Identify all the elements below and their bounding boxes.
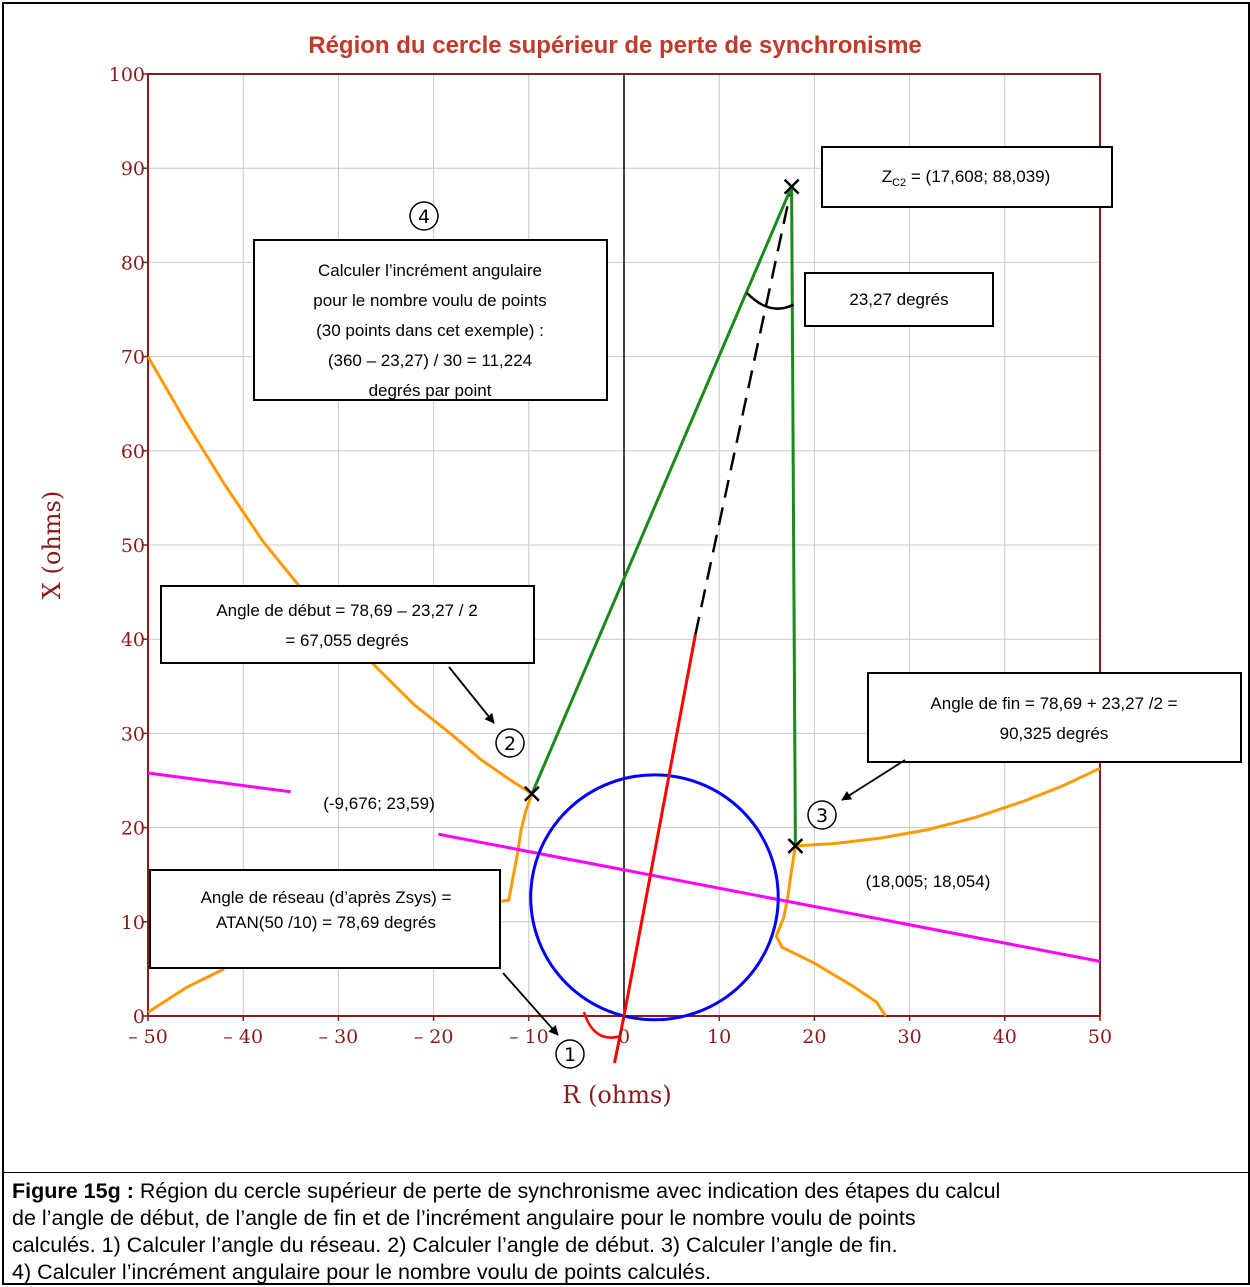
zc2-label-box — [821, 146, 1113, 208]
x-axis-label: R (ohms) — [562, 1081, 671, 1109]
step2-text: = 67,055 degrés — [285, 631, 408, 650]
magenta-line — [438, 832, 1101, 963]
step1-arrow — [502, 972, 559, 1036]
figure-frame — [2, 2, 1250, 1174]
green-line — [530, 186, 793, 795]
orange-boundary-curve — [146, 355, 533, 796]
step4-text: (360 – 23,27) / 30 = 11,224 — [328, 351, 532, 370]
circled-step-3-number: 3 — [816, 805, 828, 827]
x-tick-label: 50 — [1088, 1026, 1112, 1048]
y-tick-label: 60 — [121, 441, 145, 463]
step2-arrow — [448, 666, 495, 724]
y-tick-label: 0 — [133, 1006, 145, 1028]
zc2-angle-arc — [745, 291, 795, 310]
circled-step-4-number: 4 — [418, 206, 430, 228]
green-line — [790, 186, 797, 846]
step4-text: (30 points dans cet exemple) : — [316, 321, 544, 340]
step2-text: Angle de début = 78,69 – 23,27 / 2 — [216, 601, 477, 620]
x-tick-label: 0 — [618, 1026, 630, 1048]
orange-boundary-curve — [147, 967, 225, 1014]
point-marker-x — [787, 838, 804, 854]
point-marker-x — [783, 178, 800, 195]
caption-line-2: de l’angle de début, de l’angle de fin e… — [12, 1206, 916, 1230]
step4-box — [253, 239, 608, 401]
y-tick-label: 80 — [121, 252, 145, 274]
x-tick-label: – 10 — [509, 1026, 549, 1048]
circled-step-1-number: 1 — [564, 1044, 576, 1066]
step1-box — [149, 869, 501, 969]
x-tick-label: 20 — [802, 1026, 826, 1048]
circled-step-1 — [555, 1039, 585, 1069]
angle-value-box — [804, 272, 994, 327]
point-marker-x — [524, 785, 540, 802]
x-tick-label: 10 — [707, 1026, 731, 1048]
dashed-line — [694, 186, 793, 635]
x-tick-label: 30 — [898, 1026, 922, 1048]
end-point-coords: (18,005; 18,054) — [866, 872, 991, 891]
caption-line-1: Région du cercle supérieur de perte de s… — [133, 1179, 1001, 1203]
step4-text: pour le nombre voulu de points — [313, 291, 546, 310]
step2-box — [160, 585, 535, 664]
x-tick-label: – 20 — [414, 1026, 454, 1048]
y-tick-label: 20 — [121, 818, 145, 840]
circled-step-3 — [807, 800, 837, 830]
magenta-line — [147, 771, 291, 794]
y-tick-label: 70 — [121, 347, 145, 369]
caption-label: Figure 15g : — [12, 1179, 134, 1203]
orange-boundary-curve — [774, 845, 888, 1017]
step4-text: Calculer l’incrément angulaire — [318, 261, 542, 280]
x-tick-label: 40 — [993, 1026, 1017, 1048]
y-tick-label: 40 — [121, 629, 145, 651]
circled-step-2 — [495, 728, 525, 758]
red-line-stub — [613, 1015, 626, 1064]
caption-frame — [2, 1172, 1250, 1285]
caption-line-3: calculés. 1) Calculer l’angle du réseau.… — [12, 1233, 898, 1257]
y-tick-label: 50 — [121, 535, 145, 557]
x-tick-label: – 40 — [223, 1026, 263, 1048]
step3-text: 90,325 degrés — [1000, 724, 1109, 743]
angle-value-label: 23,27 degrés — [849, 290, 948, 309]
y-tick-label: 10 — [121, 912, 145, 934]
step1-text: ATAN(50 /10) = 78,69 degrés — [216, 913, 436, 932]
step3-arrow — [841, 759, 906, 801]
circled-step-2-number: 2 — [504, 733, 516, 755]
chart: Région du cercle supérieur de perte de s… — [38, 32, 1242, 1109]
caption-line-4: 4) Calculer l’incrément angulaire pour l… — [12, 1260, 712, 1284]
step3-box — [867, 672, 1242, 763]
y-axis-label: X (ohms) — [38, 491, 66, 599]
red-impedance-line — [622, 634, 697, 1017]
zc2-label: ZC2 = (17,608; 88,039) — [882, 167, 1051, 189]
x-tick-label: – 30 — [319, 1026, 359, 1048]
blue-circle — [529, 773, 780, 1022]
y-tick-label: 100 — [109, 64, 145, 86]
orange-boundary-curve — [495, 793, 534, 904]
y-tick-label: 30 — [121, 723, 145, 745]
chart-title: Région du cercle supérieur de perte de s… — [308, 32, 922, 59]
step3-text: Angle de fin = 78,69 + 23,27 /2 = — [930, 694, 1177, 713]
step1-text: Angle de réseau (d’après Zsys) = — [201, 888, 452, 907]
network-angle-arc — [582, 1011, 622, 1039]
circled-step-4 — [409, 201, 439, 231]
step4-text: degrés par point — [369, 381, 492, 400]
x-tick-label: – 50 — [128, 1026, 168, 1048]
orange-boundary-curve — [795, 766, 1101, 848]
y-tick-label: 90 — [121, 158, 145, 180]
figure-caption: Figure 15g : Région du cercle supérieur … — [12, 1178, 1238, 1286]
start-point-coords: (-9,676; 23,59) — [323, 794, 435, 813]
